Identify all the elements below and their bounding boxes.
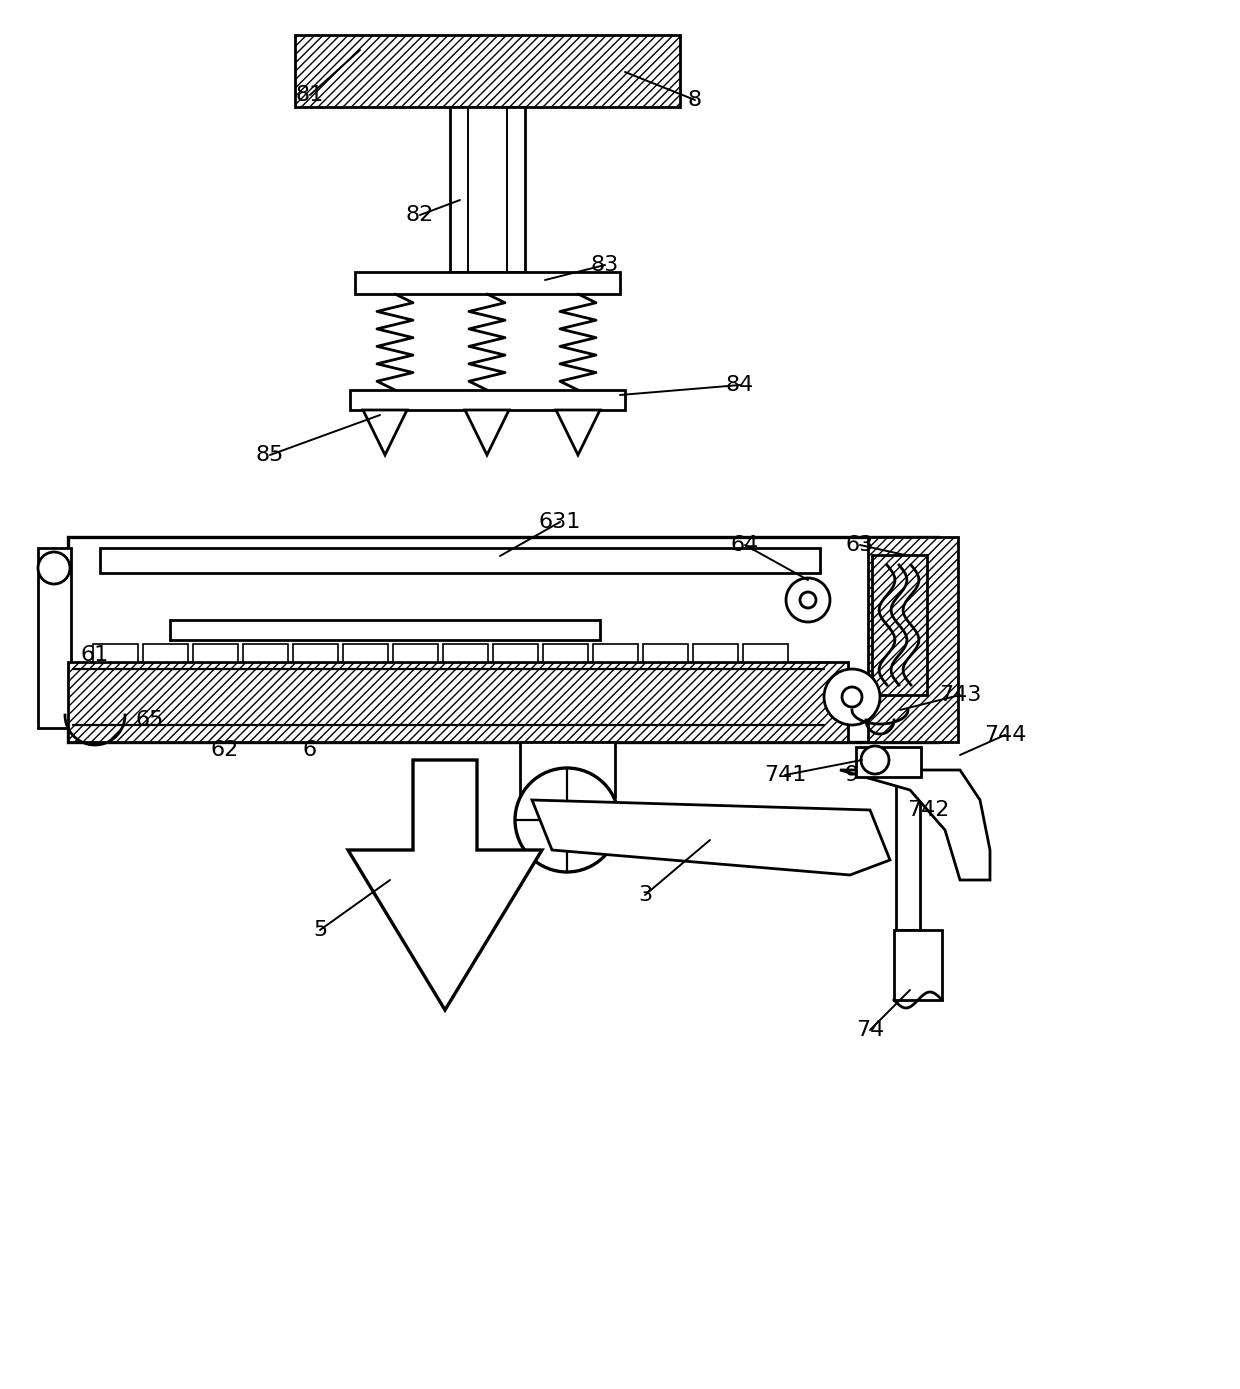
Text: 742: 742 [906, 800, 949, 820]
Polygon shape [348, 760, 542, 1010]
Bar [897, 775, 920, 931]
Bar [868, 538, 959, 742]
Bar [856, 747, 921, 776]
Text: 65: 65 [136, 710, 164, 731]
Text: 743: 743 [939, 685, 981, 706]
Bar [170, 619, 600, 640]
Bar [693, 644, 738, 663]
Circle shape [515, 768, 619, 872]
Bar [494, 644, 538, 663]
Circle shape [38, 551, 69, 583]
Bar [443, 644, 489, 663]
Text: 81: 81 [296, 85, 324, 106]
Bar [350, 390, 625, 410]
Circle shape [786, 578, 830, 622]
Bar [100, 549, 820, 574]
Text: 6: 6 [303, 740, 317, 760]
Bar [293, 644, 339, 663]
Bar [894, 931, 942, 1000]
Text: 84: 84 [725, 375, 754, 394]
Bar [68, 663, 848, 742]
Bar [295, 35, 680, 107]
Text: 631: 631 [539, 513, 582, 532]
Bar [355, 272, 620, 294]
Circle shape [861, 746, 889, 774]
Circle shape [800, 592, 816, 608]
Bar [644, 644, 688, 663]
Text: 741: 741 [764, 765, 806, 785]
Text: 62: 62 [211, 740, 239, 760]
Circle shape [842, 688, 862, 707]
Polygon shape [363, 410, 407, 456]
Bar [872, 556, 928, 694]
Bar [295, 35, 680, 107]
Bar [543, 644, 588, 663]
Bar [343, 644, 388, 663]
Bar [868, 538, 959, 742]
Circle shape [825, 669, 880, 725]
Bar [193, 644, 238, 663]
Text: 8: 8 [688, 90, 702, 110]
Bar [520, 742, 615, 797]
Text: 63: 63 [846, 535, 874, 556]
Text: 744: 744 [983, 725, 1027, 745]
Bar [243, 644, 288, 663]
Bar [38, 549, 71, 728]
Bar [143, 644, 188, 663]
Text: 83: 83 [591, 256, 619, 275]
Bar [393, 644, 438, 663]
Text: 64: 64 [730, 535, 759, 556]
Text: 85: 85 [255, 444, 284, 465]
Bar [450, 107, 525, 272]
Polygon shape [556, 410, 600, 456]
Bar [593, 644, 639, 663]
Polygon shape [465, 410, 508, 456]
Polygon shape [532, 800, 890, 875]
Text: 5: 5 [312, 920, 327, 940]
Bar [93, 644, 138, 663]
Bar [743, 644, 787, 663]
Polygon shape [839, 770, 990, 881]
Bar [68, 663, 848, 742]
Text: 9: 9 [844, 765, 859, 785]
Text: 82: 82 [405, 206, 434, 225]
Text: 3: 3 [637, 885, 652, 906]
Text: 74: 74 [856, 1020, 884, 1040]
Text: 61: 61 [81, 644, 109, 665]
Bar [68, 538, 937, 742]
